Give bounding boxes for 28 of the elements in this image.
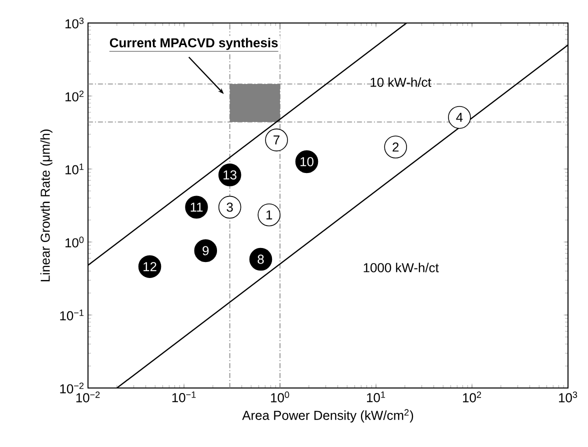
annotation: Current MPACVD synthesis — [110, 38, 278, 50]
x-tick-label: 10$^{3}$ — [559, 392, 578, 402]
x-tick-label: 10$^{−2}$ — [76, 392, 100, 402]
annotation: 10 kW-h/ct — [370, 77, 432, 87]
annotation: 11 — [190, 202, 203, 212]
annotation: 2 — [392, 142, 399, 152]
y-tick-label: 10$^{−2}$ — [60, 382, 84, 394]
y-tick-label: 10$^{3}$ — [66, 18, 84, 28]
x-tick-label: 10$^{2}$ — [463, 392, 482, 402]
annotation: 9 — [202, 246, 209, 256]
y-tick-label: 10$^{0}$ — [66, 236, 84, 248]
y-tick-label: 10$^{1}$ — [66, 164, 84, 174]
x-axis-title: Area Power Density (kW/cm$^{2}$) — [242, 409, 414, 423]
x-tick-label: 10$^{−1}$ — [172, 392, 196, 402]
annotation: 8 — [258, 254, 264, 264]
y-tick-label: 10$^{2}$ — [66, 90, 84, 102]
x-tick-label: 10$^{0}$ — [271, 392, 290, 402]
x-tick-label: 10$^{1}$ — [367, 392, 386, 402]
annotation: 1 — [266, 210, 272, 220]
annotation: 1000 kW-h/ct — [364, 262, 439, 272]
annotation: 4 — [456, 112, 463, 122]
annotation: 12 — [144, 262, 156, 272]
annotation: 3 — [226, 202, 233, 212]
y-tick-label: 10$^{−1}$ — [60, 310, 84, 320]
annotation: 10 — [300, 157, 314, 166]
annotation: 13 — [224, 170, 236, 180]
y-axis-title: Linear Growth Rate (μm/h) — [40, 130, 52, 282]
annotation: 7 — [274, 135, 280, 144]
